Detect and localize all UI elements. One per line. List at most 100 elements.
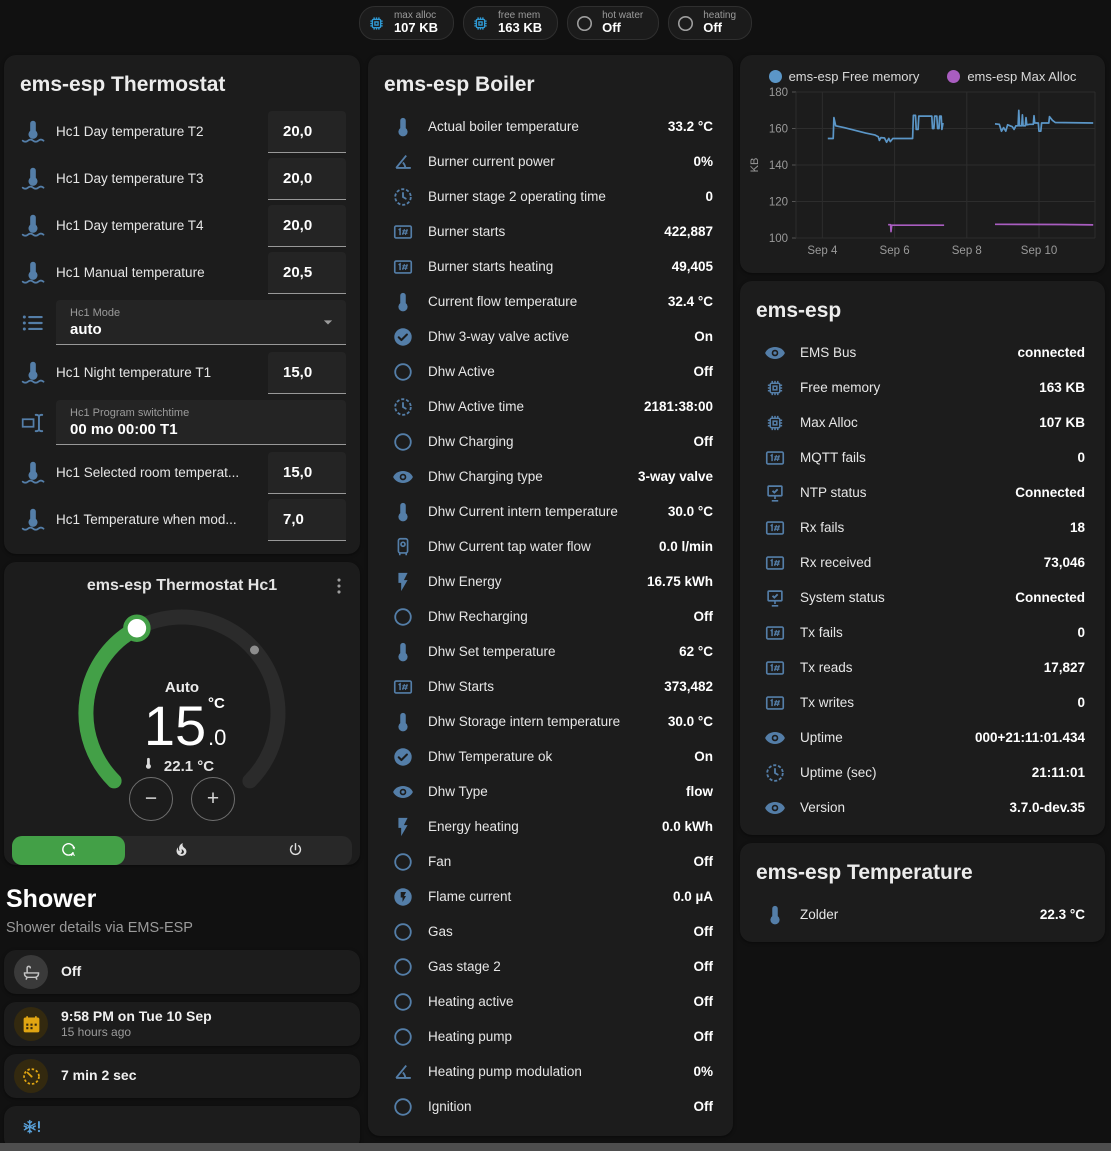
number-input[interactable]: 7,0 xyxy=(268,498,346,541)
entity-label: Dhw Energy xyxy=(428,574,502,589)
entity-row[interactable]: Tx reads 17,827 xyxy=(754,650,1091,685)
decrease-temperature-button[interactable]: − xyxy=(129,777,173,821)
entity-rows: Hc1 Day temperature T2 20,0 Hc1 Day temp… xyxy=(18,109,346,542)
caret-down-icon[interactable] xyxy=(318,312,338,332)
item-value: Off xyxy=(61,963,82,980)
entity-row[interactable]: Uptime 000+21:11:01.434 xyxy=(754,720,1091,755)
entity-row[interactable]: Tx writes 0 xyxy=(754,685,1091,720)
number-input[interactable]: 20,0 xyxy=(268,110,346,153)
entity-row[interactable]: Max Alloc 107 KB xyxy=(754,405,1091,440)
memory-chart[interactable]: 100 120 140 160 180 Sep 4 Sep 6 Sep 8 Sep 10 KB xyxy=(746,86,1099,262)
dial-knob[interactable] xyxy=(123,614,151,642)
entity-value: 373,482 xyxy=(664,679,713,694)
entity-row[interactable]: NTP status Connected xyxy=(754,475,1091,510)
entity-row[interactable]: Dhw Recharging Off xyxy=(382,599,719,634)
entity-row[interactable]: Free memory 163 KB xyxy=(754,370,1091,405)
hvac-mode-button[interactable] xyxy=(125,836,238,865)
legend-item[interactable]: ems-esp Max Alloc xyxy=(947,69,1076,84)
entity-label: Heating active xyxy=(428,994,514,1009)
shower-item-card[interactable] xyxy=(4,1106,360,1150)
entity-row[interactable]: Burner starts heating 49,405 xyxy=(382,249,719,284)
entity-label: Heating pump xyxy=(428,1029,513,1044)
status-chip[interactable]: free mem 163 KB xyxy=(463,6,559,40)
entity-row[interactable]: Energy heating 0.0 kWh xyxy=(382,809,719,844)
entity-row[interactable]: Tx fails 0 xyxy=(754,615,1091,650)
status-chip[interactable]: hot water Off xyxy=(567,6,660,40)
entity-row[interactable]: Burner stage 2 operating time 0 xyxy=(382,179,719,214)
entity-row[interactable]: Burner current power 0% xyxy=(382,144,719,179)
entity-row[interactable]: System status Connected xyxy=(754,580,1091,615)
entity-row[interactable]: Dhw Type flow xyxy=(382,774,719,809)
entity-row[interactable]: Fan Off xyxy=(382,844,719,879)
legend-item[interactable]: ems-esp Free memory xyxy=(768,69,919,84)
number-input[interactable]: 15,0 xyxy=(268,451,346,494)
entity-row[interactable]: Rx received 73,046 xyxy=(754,545,1091,580)
status-chip[interactable]: heating Off xyxy=(668,6,753,40)
shower-item-card[interactable]: Off xyxy=(4,950,360,994)
number-input[interactable]: 15,0 xyxy=(268,351,346,394)
circle-icon xyxy=(392,1096,414,1118)
entity-value: 17,827 xyxy=(1043,660,1085,675)
entity-row[interactable]: Dhw Energy 16.75 kWh xyxy=(382,564,719,599)
entity-row[interactable]: Current flow temperature 32.4 °C xyxy=(382,284,719,319)
shower-item-card[interactable]: 7 min 2 sec xyxy=(4,1054,360,1098)
entity-label: Gas stage 2 xyxy=(428,959,501,974)
entity-row[interactable]: Burner starts 422,887 xyxy=(382,214,719,249)
entity-row[interactable]: Dhw Starts 373,482 xyxy=(382,669,719,704)
entity-value: Off xyxy=(693,854,714,869)
shower-item-card[interactable]: 9:58 PM on Tue 10 Sep 15 hours ago xyxy=(4,1002,360,1046)
status-chip[interactable]: max alloc 107 KB xyxy=(358,6,455,40)
chip-icon xyxy=(367,14,386,33)
entity-row: Hc1 Night temperature T1 15,0 xyxy=(18,350,346,395)
entity-label: Version xyxy=(800,800,846,815)
flash-icon xyxy=(392,571,414,593)
entity-row[interactable]: Dhw Current intern temperature 30.0 °C xyxy=(382,494,719,529)
text-input[interactable]: Hc1 Program switchtime 00 mo 00:00 T1 xyxy=(56,400,346,445)
entity-row[interactable]: Actual boiler temperature 33.2 °C xyxy=(382,109,719,144)
svg-text:180: 180 xyxy=(769,87,788,99)
entity-row[interactable]: Heating active Off xyxy=(382,984,719,1019)
hvac-mode-button[interactable]: A xyxy=(12,836,126,865)
entity-row: Hc1 Program switchtime 00 mo 00:00 T1 xyxy=(18,397,346,448)
entity-row[interactable]: MQTT fails 0 xyxy=(754,440,1091,475)
entity-row[interactable]: Heating pump Off xyxy=(382,1019,719,1054)
entity-row[interactable]: Dhw Set temperature 62 °C xyxy=(382,634,719,669)
entity-row[interactable]: Rx fails 18 xyxy=(754,510,1091,545)
entity-row[interactable]: Dhw Current tap water flow 0.0 l/min xyxy=(382,529,719,564)
entity-row[interactable]: Heating pump modulation 0% xyxy=(382,1054,719,1089)
mode-select[interactable]: Hc1 Mode auto xyxy=(56,300,346,345)
entity-row[interactable]: Dhw 3-way valve active On xyxy=(382,319,719,354)
number-input[interactable]: 20,0 xyxy=(268,157,346,200)
eye-icon xyxy=(764,797,786,819)
dial-active-arc[interactable] xyxy=(78,620,145,789)
entity-row: Hc1 Temperature when mod... 7,0 xyxy=(18,497,346,542)
entity-value: 0 xyxy=(1077,450,1085,465)
hvac-mode-button[interactable] xyxy=(239,836,352,865)
entity-row[interactable]: Dhw Storage intern temperature 30.0 °C xyxy=(382,704,719,739)
entity-row[interactable]: EMS Bus connected xyxy=(754,335,1091,370)
entity-row[interactable]: Dhw Charging Off xyxy=(382,424,719,459)
entity-row[interactable]: Uptime (sec) 21:11:01 xyxy=(754,755,1091,790)
entity-row[interactable]: Flame current 0.0 µA xyxy=(382,879,719,914)
entity-row[interactable]: Zolder 22.3 °C xyxy=(754,897,1091,932)
dots-vertical-icon[interactable] xyxy=(328,575,350,597)
entity-label: Dhw Current tap water flow xyxy=(428,539,591,554)
thermostat-dial[interactable]: Auto 15 °C .0 22.1 °C xyxy=(57,595,307,833)
entity-row[interactable]: Gas Off xyxy=(382,914,719,949)
entity-row[interactable]: Dhw Temperature ok On xyxy=(382,739,719,774)
entity-row[interactable]: Version 3.7.0-dev.35 xyxy=(754,790,1091,825)
number-input[interactable]: 20,0 xyxy=(268,204,346,247)
entity-label: Free memory xyxy=(800,380,881,395)
status-chip-bar: max alloc 107 KB free mem 163 KB hot wat… xyxy=(0,6,1111,40)
entity-label: Zolder xyxy=(800,907,839,922)
increase-temperature-button[interactable]: + xyxy=(191,777,235,821)
number-input[interactable]: 20,5 xyxy=(268,251,346,294)
entity-row[interactable]: Dhw Charging type 3-way valve xyxy=(382,459,719,494)
entity-row[interactable]: Dhw Active time 2181:38:00 xyxy=(382,389,719,424)
shower-subtitle: Shower details via EMS-ESP xyxy=(6,920,193,936)
entity-row[interactable]: Dhw Active Off xyxy=(382,354,719,389)
entity-value: 3.7.0-dev.35 xyxy=(1009,800,1085,815)
chip-label: hot water xyxy=(602,9,644,21)
entity-row[interactable]: Gas stage 2 Off xyxy=(382,949,719,984)
entity-row[interactable]: Ignition Off xyxy=(382,1089,719,1124)
